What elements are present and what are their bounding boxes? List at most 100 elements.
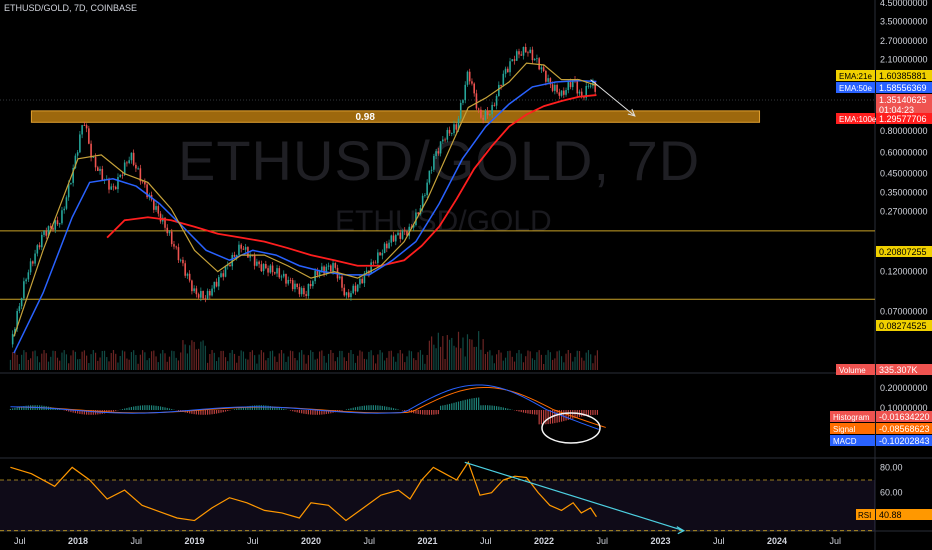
candle-body bbox=[464, 84, 467, 101]
volume-bar bbox=[560, 356, 563, 370]
volume-bar bbox=[469, 339, 471, 370]
macd-histogram-bar bbox=[540, 410, 543, 425]
volume-bar bbox=[256, 363, 258, 370]
volume-bar bbox=[520, 353, 522, 370]
macd-histogram-bar bbox=[200, 410, 202, 415]
candle-body bbox=[184, 263, 186, 276]
volume-bar bbox=[504, 357, 507, 370]
volume-bar bbox=[159, 353, 162, 370]
volume-bar bbox=[435, 348, 437, 370]
candle-body bbox=[123, 162, 126, 176]
candle-body bbox=[477, 108, 480, 110]
candle-body bbox=[312, 281, 314, 287]
volume-bar bbox=[81, 351, 83, 370]
volume-bar bbox=[38, 362, 41, 370]
candle-body bbox=[170, 231, 173, 245]
volume-bar bbox=[556, 351, 558, 370]
macd-histogram-bar bbox=[155, 405, 157, 410]
volume-bar bbox=[86, 355, 88, 370]
candle-body bbox=[455, 124, 458, 130]
macd-histogram-bar bbox=[592, 410, 594, 415]
candle-body bbox=[110, 186, 113, 190]
macd-histogram-bar bbox=[426, 410, 428, 415]
volume-bar bbox=[413, 358, 415, 370]
candle-body bbox=[260, 264, 263, 272]
macd-histogram-bar bbox=[298, 410, 301, 413]
volume-bar bbox=[574, 356, 576, 370]
volume-bar bbox=[47, 361, 50, 370]
candle-body bbox=[462, 100, 464, 103]
volume-bar bbox=[265, 360, 267, 370]
watermark-main: ETHUSD/GOLD, 7D bbox=[178, 129, 701, 192]
macd-histogram-bar bbox=[415, 410, 417, 414]
candle-body bbox=[23, 281, 25, 299]
volume-bar bbox=[567, 350, 569, 370]
macd-histogram-bar bbox=[171, 409, 173, 410]
macd-histogram-bar bbox=[316, 410, 318, 415]
candle-body bbox=[193, 288, 195, 292]
candle-body bbox=[206, 290, 209, 299]
volume-bar bbox=[43, 350, 45, 370]
candle-body bbox=[291, 280, 294, 290]
volume-bar bbox=[592, 363, 594, 370]
indicator-name: EMA:50e bbox=[839, 84, 872, 93]
candle-body bbox=[282, 273, 285, 277]
volume-bar bbox=[204, 345, 206, 370]
macd-histogram-bar bbox=[525, 410, 527, 414]
macd-histogram-bar bbox=[148, 405, 150, 410]
macd-legend-box bbox=[876, 411, 932, 422]
macd-histogram-bar bbox=[531, 410, 534, 415]
macd-histogram-bar bbox=[265, 405, 267, 410]
volume-bar bbox=[119, 356, 121, 370]
candle-body bbox=[117, 177, 119, 190]
macd-histogram-bar bbox=[327, 410, 330, 414]
macd-histogram-bar bbox=[124, 408, 126, 410]
price-label-box bbox=[876, 320, 932, 331]
candle-body bbox=[70, 182, 72, 184]
candle-body bbox=[238, 244, 240, 256]
volume-bar bbox=[191, 340, 193, 370]
candle-body bbox=[173, 244, 175, 247]
macd-histogram-bar bbox=[587, 410, 590, 416]
volume-bar bbox=[193, 341, 195, 370]
volume-bar bbox=[312, 351, 314, 370]
candle-body bbox=[545, 71, 547, 82]
volume-bar bbox=[184, 344, 186, 370]
macd-histogram-bar bbox=[491, 405, 493, 410]
volume-bar bbox=[314, 359, 316, 370]
macd-histogram-bar bbox=[139, 405, 141, 410]
macd-histogram-bar bbox=[81, 410, 83, 415]
volume-bar bbox=[536, 352, 538, 370]
volume-bar bbox=[238, 355, 240, 370]
volume-bar bbox=[209, 354, 211, 370]
volume-bar bbox=[50, 356, 52, 370]
volume-bar bbox=[455, 347, 457, 370]
macd-histogram-bar bbox=[594, 410, 596, 415]
candle-body bbox=[498, 84, 500, 96]
macd-histogram-bar bbox=[59, 409, 61, 410]
volume-bar bbox=[72, 350, 74, 370]
candle-body bbox=[58, 223, 61, 225]
candle-body bbox=[175, 246, 178, 248]
candle-body bbox=[439, 141, 442, 154]
volume-bar bbox=[581, 357, 583, 370]
macd-histogram-bar bbox=[150, 405, 153, 410]
macd-histogram-bar bbox=[137, 405, 139, 410]
volume-bar bbox=[386, 357, 388, 370]
macd-histogram-bar bbox=[251, 405, 253, 410]
volume-bar bbox=[68, 363, 70, 370]
volume-bar bbox=[489, 350, 491, 370]
candle-body bbox=[14, 328, 16, 334]
macd-histogram-bar bbox=[135, 406, 137, 410]
candle-body bbox=[560, 90, 563, 96]
price-tick-label: 0.35000000 bbox=[880, 187, 928, 197]
volume-bar bbox=[254, 355, 256, 370]
volume-bar bbox=[186, 353, 189, 370]
candle-body bbox=[146, 184, 148, 198]
macd-legend-name: Signal bbox=[833, 425, 855, 434]
candle-body bbox=[45, 231, 48, 236]
volume-bar bbox=[215, 361, 218, 370]
macd-histogram-bar bbox=[424, 410, 426, 415]
macd-histogram-bar bbox=[596, 410, 599, 415]
